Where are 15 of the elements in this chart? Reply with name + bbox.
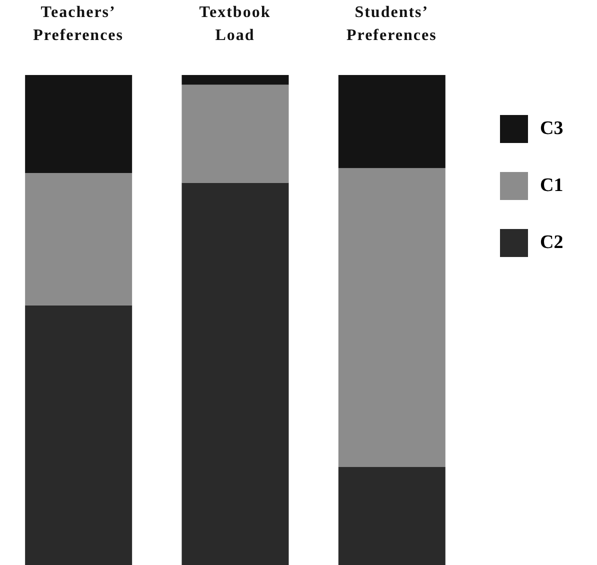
x-tick-label: Textbook Load <box>199 4 271 44</box>
bar <box>25 173 132 306</box>
x-tick-label: Students’ Preferences <box>346 4 437 44</box>
bar <box>25 75 132 173</box>
legend-label: C1 <box>540 174 564 196</box>
bar <box>25 305 132 565</box>
x-tick-label: Teachers’ Preferences <box>33 4 124 44</box>
bar <box>182 182 289 565</box>
legend-label: C3 <box>540 118 564 140</box>
bar <box>182 84 289 183</box>
bar <box>338 467 446 565</box>
bar <box>338 75 446 168</box>
bar <box>338 168 446 467</box>
bar <box>182 75 289 85</box>
legend-label: C2 <box>540 232 564 254</box>
